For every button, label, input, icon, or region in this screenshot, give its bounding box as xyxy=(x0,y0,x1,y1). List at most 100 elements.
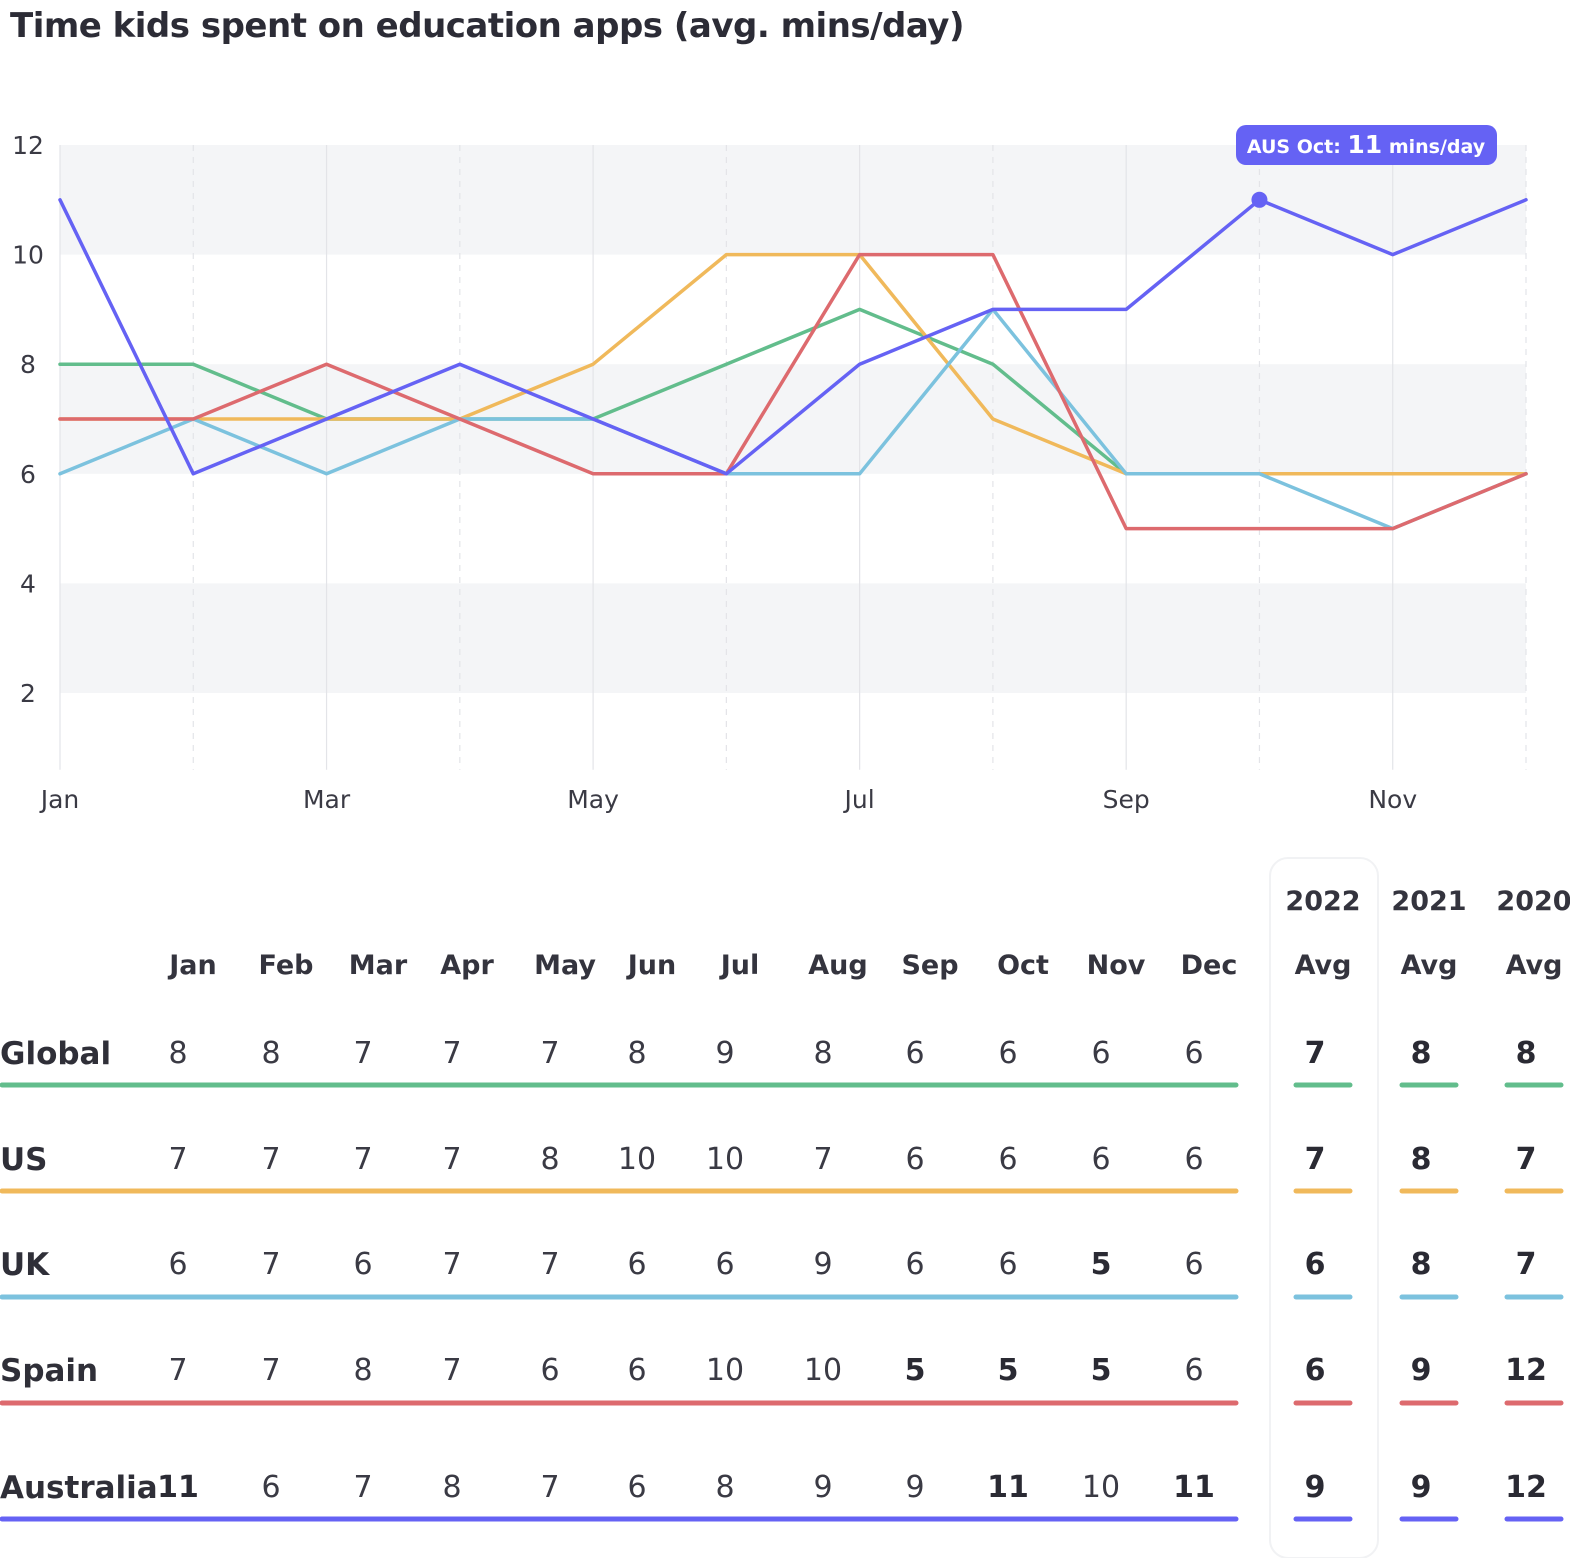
cell-spain-dec: 6 xyxy=(1184,1353,1204,1388)
avg-spain-2021: 9 xyxy=(1410,1353,1432,1388)
y-tick-8: 8 xyxy=(20,350,36,379)
avg-global-2020: 8 xyxy=(1515,1036,1537,1071)
cell-spain-oct: 5 xyxy=(997,1353,1019,1388)
year-header-2021: 2021 xyxy=(1391,886,1467,917)
cell-global-mar: 7 xyxy=(353,1036,373,1071)
cell-us-mar: 7 xyxy=(353,1142,373,1177)
cell-uk-may: 7 xyxy=(540,1247,560,1282)
cell-global-jun: 8 xyxy=(627,1036,647,1071)
cell-australia-oct: 11 xyxy=(987,1470,1029,1505)
cell-global-jul: 9 xyxy=(715,1036,735,1071)
month-header-apr: Apr xyxy=(440,950,494,981)
x-tick-nov: Nov xyxy=(1368,785,1417,814)
cell-spain-feb: 7 xyxy=(261,1353,281,1388)
cell-us-jun: 10 xyxy=(617,1142,657,1177)
tooltip-text: AUS Oct: 11 mins/day xyxy=(1247,130,1486,159)
cell-spain-aug: 10 xyxy=(803,1353,843,1388)
cell-us-jul: 10 xyxy=(705,1142,745,1177)
series-lines xyxy=(58,198,1528,531)
y-tick-4: 4 xyxy=(20,569,36,598)
y-tick-6: 6 xyxy=(20,460,36,489)
month-header-dec: Dec xyxy=(1180,950,1238,981)
avg-header-2021: Avg xyxy=(1400,950,1458,981)
cell-spain-sep: 5 xyxy=(904,1353,926,1388)
cell-uk-apr: 7 xyxy=(442,1247,462,1282)
avg-global-2021: 8 xyxy=(1410,1036,1432,1071)
cell-spain-apr: 7 xyxy=(442,1353,462,1388)
y-tick-2: 2 xyxy=(20,679,36,708)
avg-australia-2020: 12 xyxy=(1505,1470,1547,1505)
avg-uk-2022: 6 xyxy=(1304,1247,1326,1282)
cell-australia-jul: 8 xyxy=(715,1470,735,1505)
cell-australia-mar: 7 xyxy=(353,1470,373,1505)
cell-global-sep: 6 xyxy=(905,1036,925,1071)
avg-header-2022: Avg xyxy=(1294,950,1352,981)
y-tick-12: 12 xyxy=(12,131,44,160)
cell-global-jan: 8 xyxy=(168,1036,188,1071)
row-label-global: Global xyxy=(0,1036,112,1072)
cell-australia-may: 7 xyxy=(540,1470,560,1505)
series-line-australia xyxy=(58,198,1528,476)
y-axis-ticks: 2 4 6 8 10 12 xyxy=(12,131,44,708)
cell-global-nov: 6 xyxy=(1091,1036,1111,1071)
row-label-spain: Spain xyxy=(0,1353,99,1389)
avg-global-2022: 7 xyxy=(1304,1036,1326,1071)
cell-uk-jul: 6 xyxy=(715,1247,735,1282)
cell-uk-nov: 5 xyxy=(1090,1247,1112,1282)
cell-uk-aug: 9 xyxy=(813,1247,833,1282)
line-chart: 2 4 6 8 10 12 Jan Mar May Jul Sep Nov AUS Oct: 11 … xyxy=(12,125,1528,814)
month-header-may: May xyxy=(534,950,596,981)
month-header-sep: Sep xyxy=(901,950,959,981)
cell-global-feb: 8 xyxy=(261,1036,281,1071)
cell-global-apr: 7 xyxy=(442,1036,462,1071)
cell-us-nov: 6 xyxy=(1091,1142,1111,1177)
cell-australia-aug: 9 xyxy=(813,1470,833,1505)
avg-us-2020: 7 xyxy=(1515,1142,1537,1177)
cell-us-oct: 6 xyxy=(998,1142,1018,1177)
month-header-nov: Nov xyxy=(1086,950,1146,981)
tooltip-box xyxy=(1236,125,1497,165)
cell-uk-oct: 6 xyxy=(998,1247,1018,1282)
cell-australia-dec: 11 xyxy=(1173,1470,1215,1505)
avg-us-2021: 8 xyxy=(1410,1142,1432,1177)
x-axis-ticks: Jan Mar May Jul Sep Nov xyxy=(39,785,1418,814)
month-header-jul: Jul xyxy=(720,950,760,981)
month-header-feb: Feb xyxy=(258,950,314,981)
cell-australia-jun: 6 xyxy=(627,1470,647,1505)
series-line-us xyxy=(58,252,1528,476)
chart-gridlines xyxy=(59,145,1527,770)
avg-uk-2021: 8 xyxy=(1410,1247,1432,1282)
cell-us-dec: 6 xyxy=(1184,1142,1204,1177)
cell-spain-nov: 5 xyxy=(1090,1353,1112,1388)
cell-australia-feb: 6 xyxy=(261,1470,281,1505)
cell-australia-apr: 8 xyxy=(442,1470,462,1505)
x-tick-jan: Jan xyxy=(39,785,80,814)
y-tick-10: 10 xyxy=(12,241,44,270)
row-label-us: US xyxy=(0,1142,48,1178)
cell-global-dec: 6 xyxy=(1184,1036,1204,1071)
avg-header-2020: Avg xyxy=(1505,950,1563,981)
avg-uk-2020: 7 xyxy=(1515,1247,1537,1282)
cell-us-sep: 6 xyxy=(905,1142,925,1177)
cell-us-may: 8 xyxy=(540,1142,560,1177)
row-label-australia: Australia xyxy=(0,1470,158,1506)
month-header-jan: Jan xyxy=(169,950,217,981)
tooltip-point xyxy=(1251,191,1268,208)
x-tick-sep: Sep xyxy=(1103,785,1150,814)
month-header-jun: Jun xyxy=(627,950,677,981)
avg-australia-2022: 9 xyxy=(1304,1470,1326,1505)
cell-us-aug: 7 xyxy=(813,1142,833,1177)
cell-uk-mar: 6 xyxy=(353,1247,373,1282)
cell-spain-mar: 8 xyxy=(353,1353,373,1388)
cell-uk-jan: 6 xyxy=(168,1247,188,1282)
cell-uk-jun: 6 xyxy=(627,1247,647,1282)
x-tick-may: May xyxy=(567,785,619,814)
cell-us-jan: 7 xyxy=(168,1142,188,1177)
month-header-aug: Aug xyxy=(808,950,868,981)
band-2 xyxy=(60,583,1526,693)
cell-australia-jan: 11 xyxy=(157,1470,199,1505)
cell-uk-sep: 6 xyxy=(905,1247,925,1282)
month-header-oct: Oct xyxy=(997,950,1049,981)
cell-global-oct: 6 xyxy=(998,1036,1018,1071)
avg-us-2022: 7 xyxy=(1304,1142,1326,1177)
